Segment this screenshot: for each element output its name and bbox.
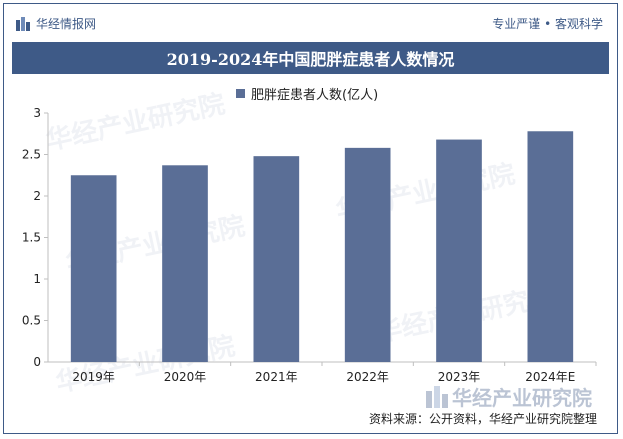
legend-swatch [236, 89, 245, 98]
y-tick-label: 2 [33, 189, 41, 203]
x-tick-label: 2022年 [346, 370, 389, 384]
bar [253, 156, 300, 362]
bar [527, 131, 574, 362]
brand-logo-icon [16, 16, 30, 31]
legend: 肥胖症患者人数(亿人) [236, 84, 378, 103]
title-band: 2019-2024年中国肥胖症患者人数情况 [12, 42, 609, 74]
header-bar: 华经情报网 专业严谨 • 客观科学 [4, 4, 617, 40]
x-tick-label: 2021年 [255, 370, 298, 384]
chart-frame: 华经情报网 专业严谨 • 客观科学 2019-2024年中国肥胖症患者人数情况 … [3, 3, 618, 434]
legend-label: 肥胖症患者人数(亿人) [251, 88, 379, 103]
y-tick-label: 1.5 [22, 231, 41, 245]
y-tick-label: 3 [33, 106, 41, 120]
x-tick-label: 2024年E [525, 370, 575, 384]
bar [70, 175, 117, 362]
x-tick-label: 2023年 [438, 370, 481, 384]
chart-title: 2019-2024年中国肥胖症患者人数情况 [166, 50, 455, 69]
bar [436, 139, 482, 362]
source-note: 资料来源：公开资料，华经产业研究院整理 [368, 412, 597, 426]
corner-logo-icon [426, 385, 448, 408]
y-tick-label: 0 [33, 355, 41, 369]
brand-name: 华经情报网 [36, 17, 97, 31]
bar [344, 147, 391, 362]
bar-chart: 0 0.5 1 1.5 2 2.5 3 2019年 2020年 2021年 2022年 2023年 20… [22, 106, 597, 384]
corner-watermark: 华经产业研究院 [426, 382, 592, 411]
corner-watermark-text: 华经产业研究院 [452, 386, 592, 410]
y-tick-label: 2.5 [22, 148, 41, 162]
brand: 华经情报网 [16, 15, 96, 32]
x-tick-label: 2020年 [164, 370, 207, 384]
y-tick-label: 1 [33, 272, 41, 286]
bar [162, 165, 208, 362]
x-tick-label: 2019年 [72, 370, 115, 384]
y-tick-label: 0.5 [22, 314, 41, 328]
slogan: 专业严谨 • 客观科学 [492, 17, 603, 31]
